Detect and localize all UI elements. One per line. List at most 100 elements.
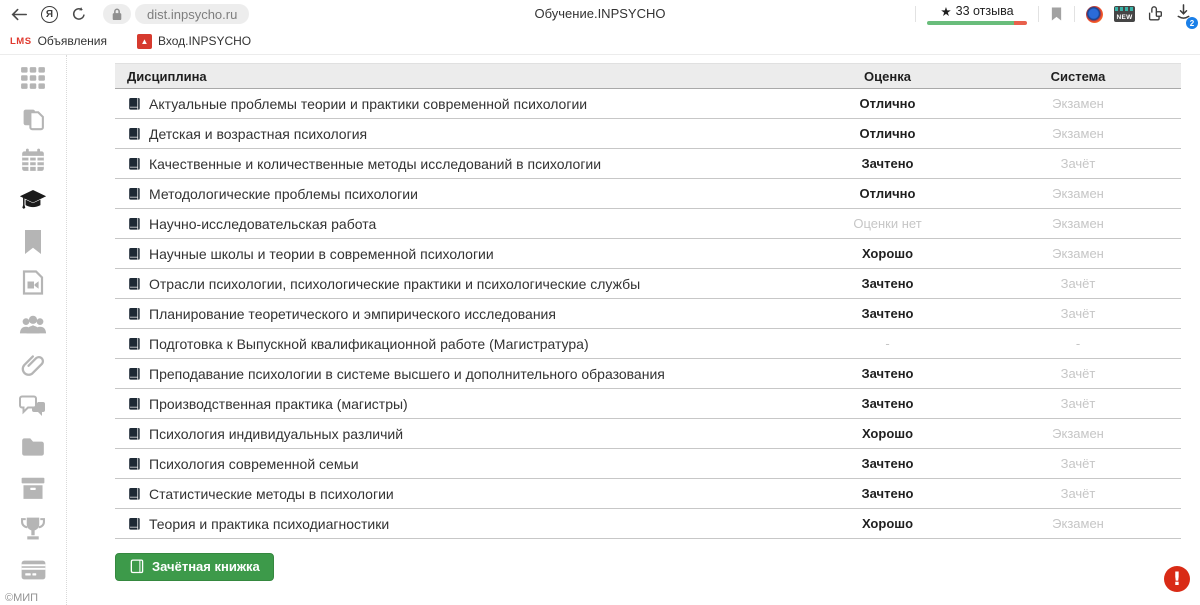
grade-value: Отлично bbox=[859, 126, 916, 141]
table-row[interactable]: Качественные и количественные методы исс… bbox=[115, 149, 1181, 179]
graduation-cap-icon[interactable] bbox=[19, 187, 47, 214]
bookmark-item-login[interactable]: ▲ Вход.INPSYCHO bbox=[136, 33, 252, 49]
discipline-label: Планирование теоретического и эмпирическ… bbox=[149, 305, 556, 322]
table-row[interactable]: Производственная практика (магистры) Зач… bbox=[115, 389, 1181, 419]
mip-logo-icon: ▲ bbox=[136, 33, 152, 49]
discipline-label: Теория и практика психодиагностики bbox=[149, 515, 390, 532]
book-icon bbox=[129, 457, 140, 470]
page-content: ©МИП Дисциплина Оценка Система Актуальны… bbox=[0, 55, 1200, 605]
star-icon: ★ bbox=[940, 4, 952, 19]
page-title: Обучение.INPSYCHO bbox=[534, 6, 666, 21]
discipline-label: Научные школы и теории в современной пси… bbox=[149, 245, 494, 262]
discipline-label: Научно-исследовательская работа bbox=[149, 215, 377, 232]
book-icon bbox=[129, 97, 140, 110]
table-row[interactable]: Подготовка к Выпускной квалификационной … bbox=[115, 329, 1181, 359]
grade-value: Зачтено bbox=[861, 156, 914, 171]
discipline-label: Детская и возрастная психология bbox=[149, 125, 368, 142]
header-system: Система bbox=[1050, 68, 1106, 84]
system-value: Зачёт bbox=[1060, 456, 1096, 471]
discipline-label: Актуальные проблемы теории и практики со… bbox=[149, 95, 588, 112]
users-icon[interactable] bbox=[19, 310, 47, 337]
video-file-icon[interactable] bbox=[19, 269, 47, 296]
system-value: Зачёт bbox=[1060, 276, 1096, 291]
table-row[interactable]: Отрасли психологии, психологические прак… bbox=[115, 269, 1181, 299]
header-discipline: Дисциплина bbox=[127, 68, 207, 84]
table-row[interactable]: Научные школы и теории в современной пси… bbox=[115, 239, 1181, 269]
book-icon bbox=[129, 127, 140, 140]
bookmark-item-announcements[interactable]: LMS Объявления bbox=[10, 34, 107, 48]
back-icon[interactable] bbox=[10, 7, 28, 22]
system-value: Экзамен bbox=[1052, 186, 1104, 201]
table-row[interactable]: Психология современной семьи Зачтено Зач… bbox=[115, 449, 1181, 479]
alert-icon[interactable]: ! bbox=[1164, 566, 1190, 592]
address-bar[interactable]: dist.inpsycho.ru bbox=[135, 4, 250, 24]
book-icon bbox=[129, 247, 140, 260]
book-icon bbox=[129, 367, 140, 380]
table-row[interactable]: Преподавание психологии в системе высшег… bbox=[115, 359, 1181, 389]
trophy-icon[interactable] bbox=[19, 515, 47, 542]
new-badge-label: NEW bbox=[1116, 14, 1133, 21]
paperclip-icon[interactable] bbox=[19, 351, 47, 378]
book-icon bbox=[129, 487, 140, 500]
header-grade: Оценка bbox=[864, 68, 911, 84]
copy-files-icon[interactable] bbox=[19, 105, 47, 132]
discipline-label: Качественные и количественные методы исс… bbox=[149, 155, 602, 172]
extensions-icon[interactable] bbox=[1146, 5, 1164, 23]
yandex-icon[interactable]: Я bbox=[41, 5, 58, 23]
table-row[interactable]: Психология индивидуальных различий Хорош… bbox=[115, 419, 1181, 449]
grade-value: Оценки нет bbox=[853, 216, 922, 231]
toolbar-separator bbox=[915, 6, 916, 22]
book-icon bbox=[129, 337, 140, 350]
system-value: Зачёт bbox=[1060, 366, 1096, 381]
system-value: Экзамен bbox=[1052, 96, 1104, 111]
site-rating[interactable]: ★ 33 отзыва bbox=[927, 4, 1027, 25]
toolbar-separator bbox=[1038, 6, 1039, 22]
discipline-label: Статистические методы в психологии bbox=[149, 485, 394, 502]
gradebook-button[interactable]: Зачётная книжка bbox=[115, 553, 274, 581]
messages-icon[interactable] bbox=[19, 392, 47, 419]
table-row[interactable]: Научно-исследовательская работа Оценки н… bbox=[115, 209, 1181, 239]
browser-toolbar: Я dist.inpsycho.ru Обучение.INPSYCHO ★ 3… bbox=[0, 0, 1200, 29]
download-count-badge: 2 bbox=[1186, 17, 1198, 29]
new-badge-pattern bbox=[1115, 7, 1134, 11]
grade-value: Хорошо bbox=[861, 246, 914, 261]
book-icon bbox=[129, 397, 140, 410]
system-value: Экзамен bbox=[1052, 426, 1104, 441]
table-row[interactable]: Детская и возрастная психология Отлично … bbox=[115, 119, 1181, 149]
table-row[interactable]: Статистические методы в психологии Зачте… bbox=[115, 479, 1181, 509]
bookmark-flag-icon[interactable] bbox=[1050, 6, 1063, 22]
rating-bar bbox=[927, 20, 1027, 25]
bookmark-label: Вход.INPSYCHO bbox=[157, 34, 252, 48]
id-card-icon[interactable] bbox=[19, 556, 47, 583]
grid-icon[interactable] bbox=[19, 64, 47, 91]
archive-icon[interactable] bbox=[19, 474, 47, 501]
table-row[interactable]: Планирование теоретического и эмпирическ… bbox=[115, 299, 1181, 329]
grade-value: Отлично bbox=[859, 96, 916, 111]
refresh-icon[interactable] bbox=[71, 6, 87, 22]
gradebook-button-label: Зачётная книжка bbox=[152, 559, 260, 574]
new-extension-icon[interactable]: NEW bbox=[1114, 6, 1135, 22]
grade-value: Зачтено bbox=[861, 306, 914, 321]
book-icon bbox=[129, 517, 140, 530]
book-icon bbox=[129, 187, 140, 200]
discipline-label: Психология современной семьи bbox=[149, 455, 359, 472]
grade-value: Отлично bbox=[859, 186, 916, 201]
rating-label: 33 отзыва bbox=[955, 4, 1014, 18]
bookmark-label: Объявления bbox=[37, 34, 107, 48]
extension-circle-icon[interactable] bbox=[1086, 5, 1103, 23]
bookmark-icon[interactable] bbox=[19, 228, 47, 255]
table-header-row: Дисциплина Оценка Система bbox=[115, 63, 1181, 89]
system-value: - bbox=[1075, 336, 1081, 351]
system-value: Зачёт bbox=[1060, 396, 1096, 411]
book-icon bbox=[129, 157, 140, 170]
table-row[interactable]: Теория и практика психодиагностики Хорош… bbox=[115, 509, 1181, 539]
table-row[interactable]: Методологические проблемы психологии Отл… bbox=[115, 179, 1181, 209]
system-value: Зачёт bbox=[1060, 486, 1096, 501]
discipline-label: Производственная практика (магистры) bbox=[149, 395, 408, 412]
discipline-label: Преподавание психологии в системе высшег… bbox=[149, 365, 665, 382]
calendar-icon[interactable] bbox=[19, 146, 47, 173]
lock-icon[interactable] bbox=[103, 4, 131, 24]
downloads-icon[interactable]: 2 bbox=[1175, 3, 1198, 29]
folder-icon[interactable] bbox=[19, 433, 47, 460]
table-row[interactable]: Актуальные проблемы теории и практики со… bbox=[115, 89, 1181, 119]
